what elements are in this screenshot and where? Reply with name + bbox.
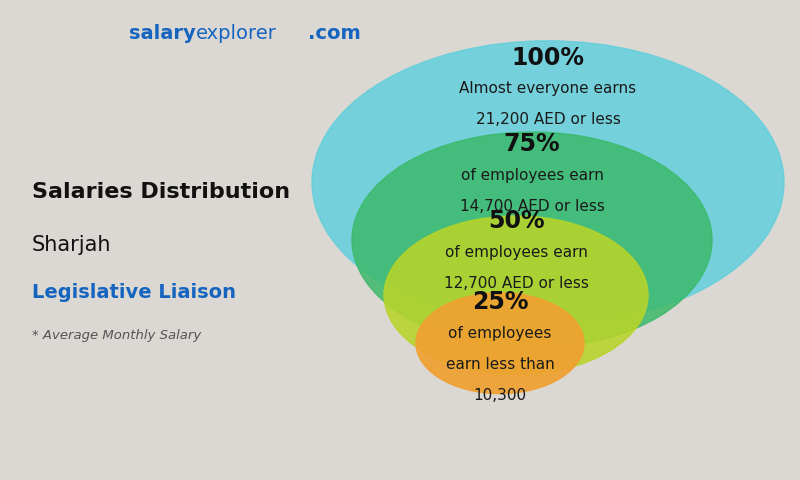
Circle shape bbox=[416, 293, 584, 394]
Text: Legislative Liaison: Legislative Liaison bbox=[32, 283, 236, 302]
Text: earn less than: earn less than bbox=[446, 357, 554, 372]
Circle shape bbox=[352, 132, 712, 348]
Text: * Average Monthly Salary: * Average Monthly Salary bbox=[32, 329, 202, 343]
Text: 21,200 AED or less: 21,200 AED or less bbox=[475, 112, 621, 128]
Text: 75%: 75% bbox=[504, 132, 560, 156]
Text: Salaries Distribution: Salaries Distribution bbox=[32, 182, 290, 202]
Text: .com: .com bbox=[308, 24, 361, 43]
Text: of employees earn: of employees earn bbox=[445, 244, 587, 260]
Text: 14,700 AED or less: 14,700 AED or less bbox=[459, 199, 605, 214]
Text: 10,300: 10,300 bbox=[474, 388, 526, 404]
Text: Almost everyone earns: Almost everyone earns bbox=[459, 81, 637, 96]
Text: of employees earn: of employees earn bbox=[461, 168, 603, 183]
Text: 100%: 100% bbox=[511, 46, 585, 70]
Text: 12,700 AED or less: 12,700 AED or less bbox=[443, 276, 589, 291]
Text: 50%: 50% bbox=[488, 209, 544, 233]
Text: Sharjah: Sharjah bbox=[32, 235, 111, 255]
Circle shape bbox=[312, 41, 784, 324]
Text: of employees: of employees bbox=[448, 326, 552, 341]
Circle shape bbox=[384, 216, 648, 374]
Text: salary: salary bbox=[130, 24, 196, 43]
Text: explorer: explorer bbox=[196, 24, 277, 43]
Text: 25%: 25% bbox=[472, 290, 528, 314]
